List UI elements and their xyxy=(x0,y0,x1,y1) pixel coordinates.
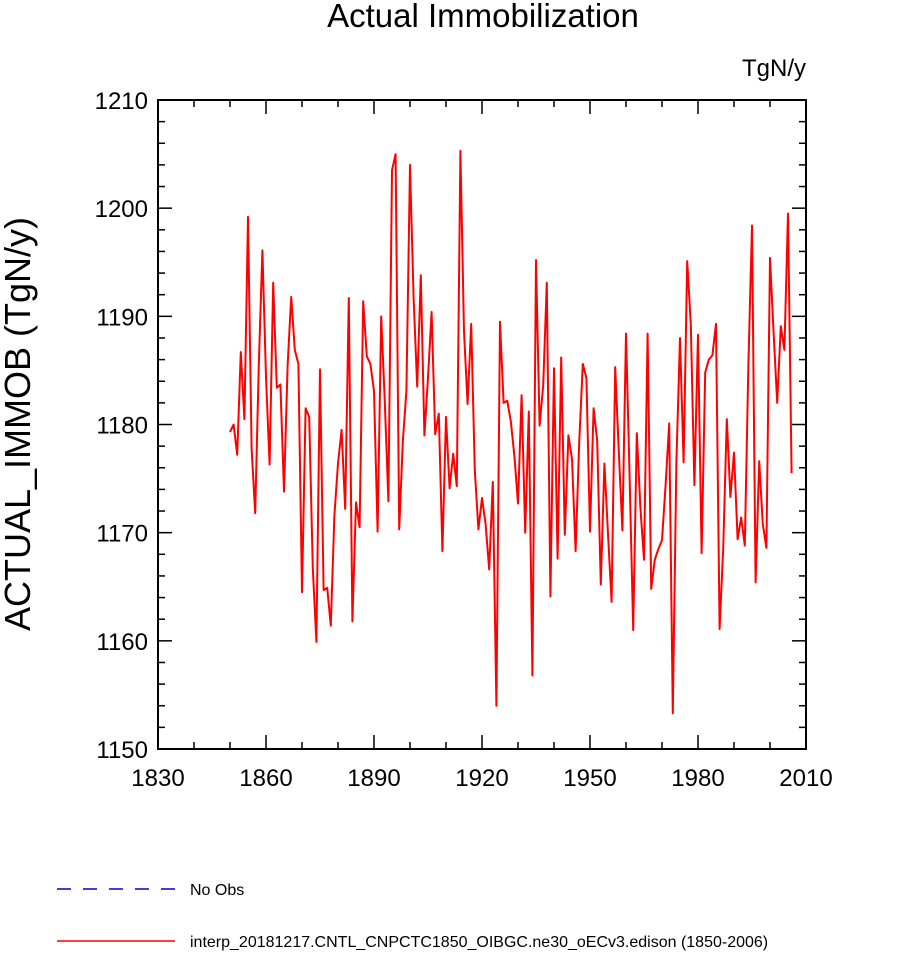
plot-area: 1830 1860 1890 1920 1950 1980 2010 1150 1160 1170… xyxy=(95,88,833,792)
y-tick-label: 1200 xyxy=(95,196,148,223)
legend: No Obs interp_20181217.CNTL_CNPCTC1850_OI… xyxy=(57,882,768,951)
y-tick-label: 1170 xyxy=(96,521,148,548)
y-tick-label: 1190 xyxy=(96,304,148,331)
units-label: TgN/y xyxy=(742,55,806,82)
y-tick-label: 1160 xyxy=(96,629,148,656)
legend-label-0: No Obs xyxy=(190,882,244,899)
series-line-0 xyxy=(229,149,793,715)
x-tick-label: 1860 xyxy=(239,765,292,792)
chart-title: Actual Immobilization xyxy=(327,0,639,34)
y-axis-label: ACTUAL_IMMOB (TgN/y) xyxy=(0,217,38,631)
y-tick-label: 1150 xyxy=(96,737,148,764)
legend-label-1: interp_20181217.CNTL_CNPCTC1850_OIBGC.ne… xyxy=(190,934,768,951)
x-tick-label: 1980 xyxy=(671,765,724,792)
x-tick-label: 1830 xyxy=(131,765,184,792)
y-tick-label: 1180 xyxy=(96,413,148,440)
plot-frame xyxy=(157,99,807,750)
y-tick-label: 1210 xyxy=(95,88,148,115)
x-tick-label: 1950 xyxy=(563,765,616,792)
x-tick-label: 1890 xyxy=(347,765,400,792)
x-tick-label: 2010 xyxy=(779,765,832,792)
x-tick-label: 1920 xyxy=(455,765,508,792)
